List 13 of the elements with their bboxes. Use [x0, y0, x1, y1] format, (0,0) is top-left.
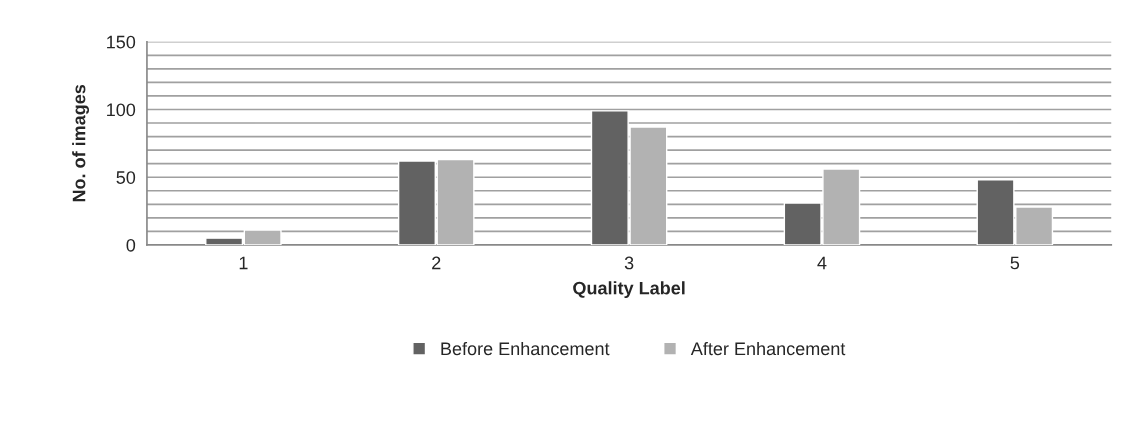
- y-tick-label: 100: [107, 103, 136, 117]
- y-tick-label: 0: [126, 238, 136, 252]
- y-tick-label: 150: [107, 35, 136, 49]
- y-axis-title: No. of images: [72, 84, 90, 202]
- y-tick-label: 50: [116, 171, 136, 184]
- legend-label: After Enhancement: [690, 341, 846, 356]
- x-tick-label: 4: [817, 256, 827, 270]
- x-tick-label: 3: [624, 256, 634, 270]
- x-tick-label: 5: [1010, 256, 1020, 270]
- x-axis-title: Quality Label: [573, 281, 685, 299]
- x-tick-label: 2: [432, 256, 441, 270]
- x-tick-label: 1: [239, 256, 248, 270]
- legend-label: Before Enhancement: [441, 341, 610, 356]
